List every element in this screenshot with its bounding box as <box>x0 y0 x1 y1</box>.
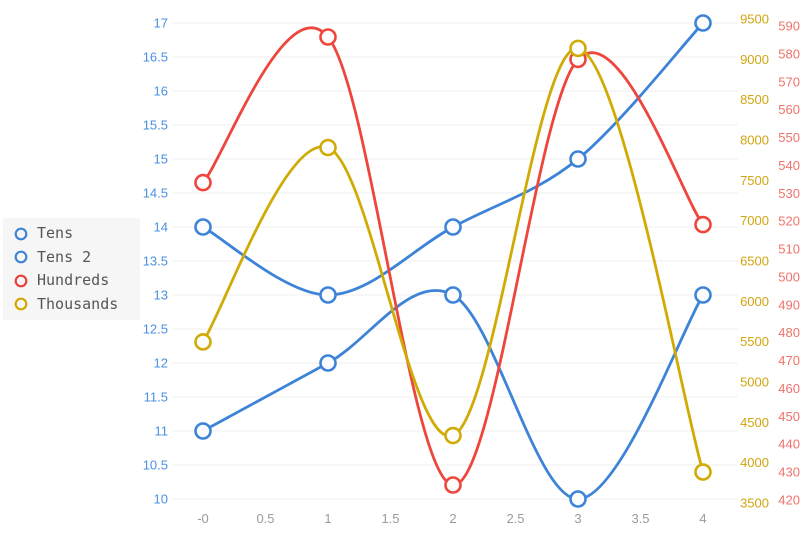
data-point-tens-2[interactable] <box>694 286 712 304</box>
legend-marker-icon <box>14 250 28 264</box>
data-point-tens-2[interactable] <box>194 422 212 440</box>
hundreds-axis-tick-label: 480 <box>778 325 800 340</box>
data-point-tens-2[interactable] <box>569 490 587 508</box>
data-point-thousands[interactable] <box>319 138 337 157</box>
legend-item-tens[interactable]: Tens <box>13 226 140 242</box>
thousands-axis-tick-label: 8500 <box>740 92 769 107</box>
legend-label: Tens <box>37 224 74 243</box>
legend-marker-icon <box>14 274 28 288</box>
legend-item-thousands[interactable]: Thousands <box>13 296 140 312</box>
x-axis-tick-label: 1 <box>324 511 331 526</box>
left-axis-tick-label: 10.5 <box>143 458 168 473</box>
hundreds-axis-tick-label: 460 <box>778 381 800 396</box>
hundreds-axis-tick-label: 510 <box>778 242 800 257</box>
thousands-axis-tick-label: 3500 <box>740 496 769 511</box>
x-axis-tick-label: 2 <box>449 511 456 526</box>
x-axis-tick-label: 2.5 <box>506 511 524 526</box>
thousands-axis-tick-label: 6000 <box>740 294 769 309</box>
x-axis-tick-label: 3 <box>574 511 581 526</box>
hundreds-axis-tick-label: 550 <box>778 130 800 145</box>
thousands-axis-tick-label: 7000 <box>740 213 769 228</box>
x-axis-tick-label: -0 <box>197 511 209 526</box>
hundreds-axis-tick-label: 520 <box>778 214 800 229</box>
left-axis-tick-label: 16.5 <box>143 50 168 65</box>
data-point-hundreds[interactable] <box>444 476 462 494</box>
thousands-axis-tick-label: 5500 <box>740 334 769 349</box>
hundreds-axis-tick-label: 420 <box>778 493 800 508</box>
legend-label: Tens 2 <box>37 247 92 266</box>
legend-label: Thousands <box>37 294 119 313</box>
left-axis-tick-label: 11 <box>155 424 169 439</box>
left-axis-tick-label: 11.5 <box>144 390 168 405</box>
data-point-tens-2[interactable] <box>319 354 337 372</box>
hundreds-axis-tick-label: 560 <box>778 102 800 117</box>
hundreds-axis-tick-label: 470 <box>778 353 800 368</box>
legend-label: Hundreds <box>37 271 110 290</box>
data-point-tens[interactable] <box>194 218 212 236</box>
hundreds-axis-tick-label: 430 <box>778 465 800 480</box>
left-axis-tick-label: 10 <box>154 492 168 507</box>
x-axis-tick-label: 4 <box>699 511 706 526</box>
data-point-hundreds[interactable] <box>319 28 337 46</box>
hundreds-axis-tick-label: 540 <box>778 158 800 173</box>
series-line-thousands <box>201 46 705 474</box>
chart-legend: Tens Tens 2 Hundreds Thousands <box>3 218 140 320</box>
legend-item-tens-2[interactable]: Tens 2 <box>13 249 140 265</box>
legend-item-hundreds[interactable]: Hundreds <box>13 273 140 289</box>
hundreds-axis-tick-label: 490 <box>778 297 800 312</box>
hundreds-axis-tick-label: 530 <box>778 186 800 201</box>
hundreds-axis-tick-label: 440 <box>778 437 800 452</box>
thousands-axis-tick-label: 8000 <box>740 133 769 148</box>
hundreds-axis-tick-label: 450 <box>778 409 800 424</box>
thousands-axis-tick-label: 5000 <box>740 375 769 390</box>
hundreds-axis-tick-label: 500 <box>778 269 800 284</box>
left-axis-tick-label: 16 <box>154 84 168 99</box>
thousands-axis-tick-label: 4500 <box>740 415 769 430</box>
thousands-axis-tick-label: 9000 <box>740 52 769 67</box>
thousands-axis-tick-label: 4000 <box>740 455 769 470</box>
legend-marker-icon <box>14 227 28 240</box>
data-point-tens[interactable] <box>444 218 462 236</box>
data-point-tens-2[interactable] <box>444 286 462 304</box>
series-line-hundreds <box>201 26 705 487</box>
x-axis-tick-label: 0.5 <box>256 511 274 526</box>
thousands-axis-tick-label: 7500 <box>740 173 769 188</box>
data-point-thousands[interactable] <box>569 39 587 58</box>
x-axis-tick-label: 3.5 <box>631 511 649 526</box>
left-axis-tick-label: 13.5 <box>143 254 168 269</box>
x-axis-tick-label: 1.5 <box>381 511 399 526</box>
left-axis-tick-label: 14.5 <box>143 186 168 201</box>
hundreds-axis-tick-label: 590 <box>778 19 800 34</box>
series-line-tens-2 <box>201 289 705 501</box>
left-axis-tick-label: 15.5 <box>143 118 168 133</box>
data-point-tens[interactable] <box>319 286 337 304</box>
left-axis-tick-label: 17 <box>154 16 168 31</box>
left-axis-tick-label: 14 <box>154 220 168 235</box>
data-point-tens[interactable] <box>569 150 587 168</box>
thousands-axis-tick-label: 9500 <box>740 12 769 27</box>
data-point-tens[interactable] <box>694 14 712 32</box>
left-axis-tick-label: 15 <box>154 152 168 167</box>
legend-marker-icon <box>14 297 28 311</box>
data-point-thousands[interactable] <box>194 333 212 351</box>
thousands-axis-tick-label: 6500 <box>740 254 769 269</box>
left-axis-tick-label: 13 <box>154 288 168 303</box>
data-point-thousands[interactable] <box>694 463 712 481</box>
left-axis-tick-label: 12.5 <box>143 322 168 337</box>
hundreds-axis-tick-label: 580 <box>778 46 800 61</box>
hundreds-axis-tick-label: 570 <box>778 74 800 89</box>
left-axis-tick-label: 12 <box>154 356 168 371</box>
data-point-thousands[interactable] <box>444 426 462 445</box>
data-point-hundreds[interactable] <box>194 173 212 192</box>
data-point-hundreds[interactable] <box>694 215 712 234</box>
